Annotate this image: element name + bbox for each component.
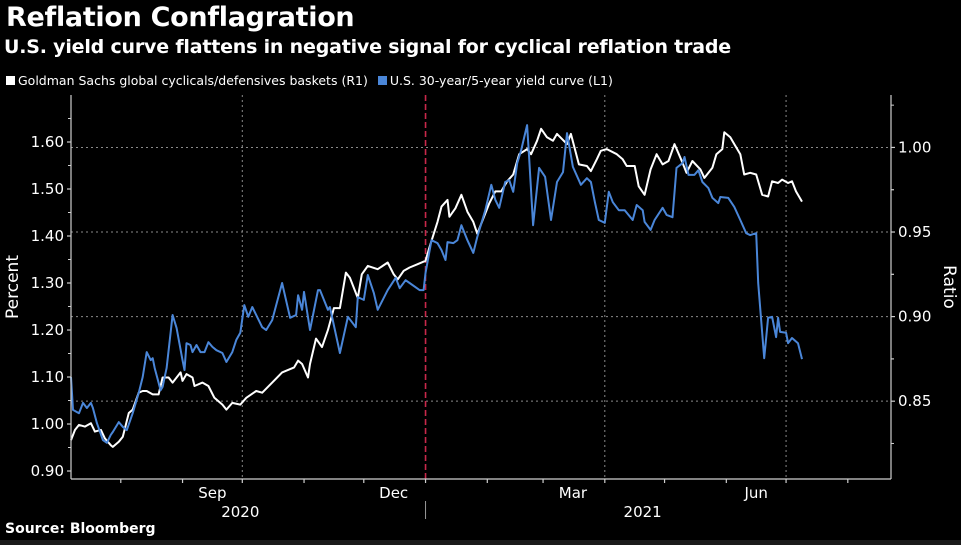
legend-swatch-white [6, 76, 15, 85]
left-tick-label: 1.20 [31, 321, 64, 339]
left-tick-label: 1.40 [31, 227, 64, 245]
chart-subtitle: U.S. yield curve flattens in negative si… [4, 36, 731, 58]
legend-swatch-blue [377, 76, 387, 85]
x-month-label: Mar [559, 484, 588, 502]
x-month-label: Jun [743, 484, 767, 502]
right-tick-label: 0.90 [898, 308, 931, 326]
axes-group: 0.90 1.00 1.10 1.20 1.30 1.40 1.50 1.60 0.85 0.90… [31, 95, 931, 521]
legend-item-cyclicals: Goldman Sachs global cyclicals/defensive… [6, 73, 368, 88]
chart-title: Reflation Conflagration [6, 2, 355, 33]
legend: Goldman Sachs global cyclicals/defensive… [6, 73, 613, 88]
x-year-label: 2020 [221, 503, 259, 521]
legend-label-yield-curve: U.S. 30-year/5-year yield curve (L1) [389, 73, 613, 88]
left-tick-label: 1.50 [31, 180, 64, 198]
legend-item-yield-curve: U.S. 30-year/5-year yield curve (L1) [377, 73, 613, 88]
source-note: Source: Bloomberg [5, 521, 156, 537]
right-tick-label: 0.85 [898, 392, 931, 410]
left-tick-label: 1.00 [31, 415, 64, 433]
series-line-cyclicals-defensives [70, 127, 803, 448]
x-month-label: Sep [198, 484, 226, 502]
left-axis-title: Percent [3, 255, 23, 319]
series-group [70, 124, 803, 448]
bottom-band [0, 540, 961, 545]
right-tick-label: 0.95 [898, 223, 931, 241]
left-tick-label: 1.10 [31, 368, 64, 386]
x-year-label: 2021 [624, 503, 662, 521]
series-line-yield-curve [70, 124, 803, 444]
left-tick-label: 1.60 [31, 133, 64, 151]
legend-label-cyclicals: Goldman Sachs global cyclicals/defensive… [18, 73, 368, 88]
right-axis-title: Ratio [939, 265, 959, 309]
gridlines [71, 95, 891, 479]
right-tick-label: 1.00 [898, 138, 931, 156]
left-tick-label: 0.90 [31, 462, 64, 480]
x-month-label: Dec [379, 484, 408, 502]
left-tick-label: 1.30 [31, 274, 64, 292]
